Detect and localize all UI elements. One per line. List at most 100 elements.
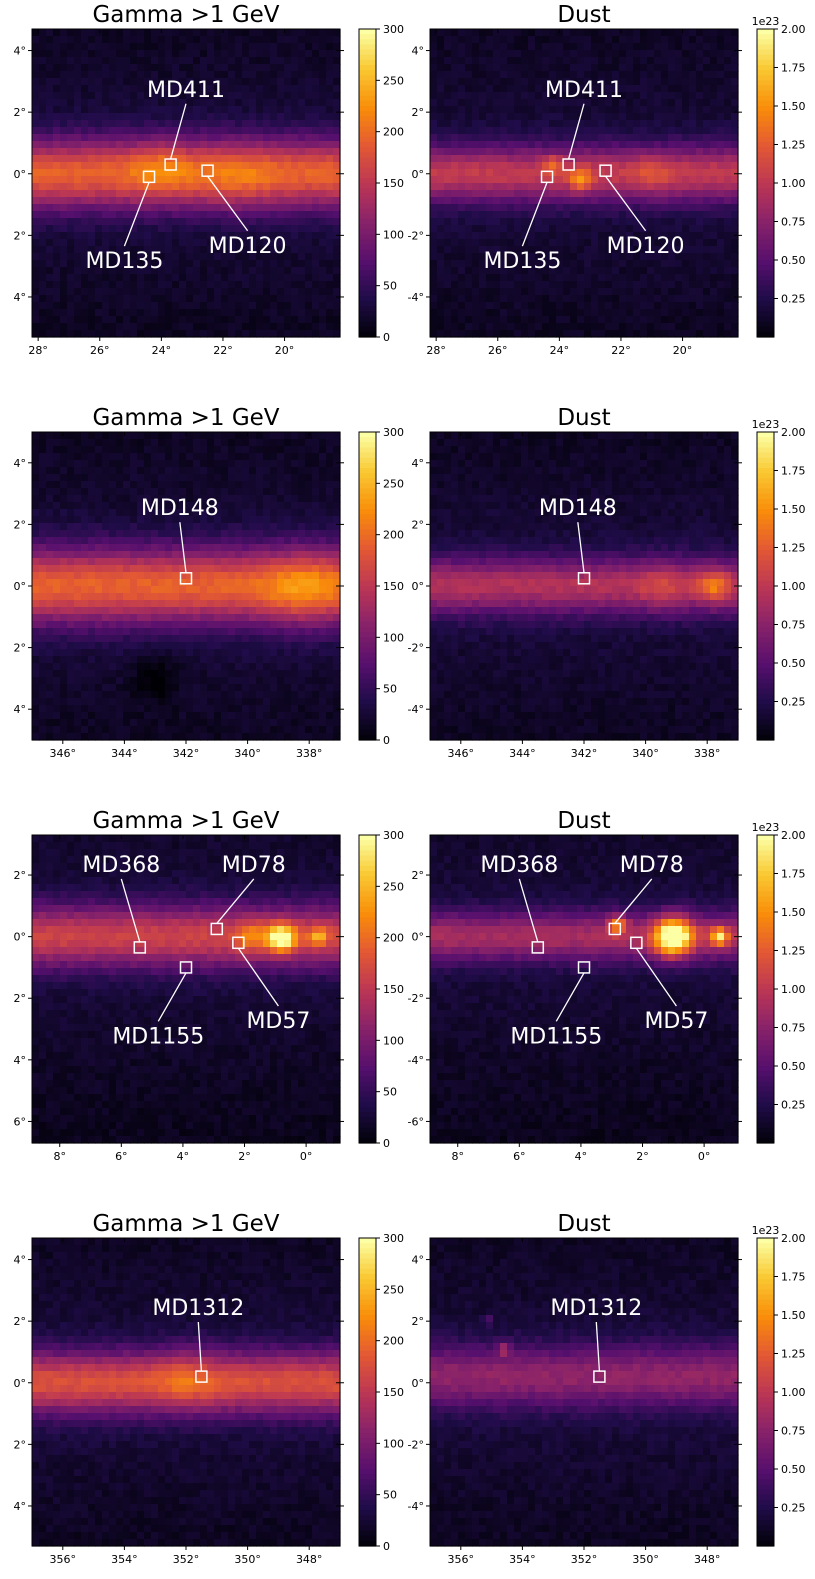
colorbar-tick-label: 1.25 (781, 1348, 806, 1361)
source-label: MD135 (483, 249, 561, 274)
axes-frame (31, 28, 341, 338)
x-tick-label: 20° (673, 344, 693, 357)
colorbar-tick-label: 0.50 (781, 1463, 806, 1476)
y-tick-label: 4° (14, 291, 27, 304)
colorbar-tick-label: 100 (383, 1034, 404, 1047)
colorbar: 0 50 100 150 200 250 300 (358, 426, 404, 747)
colorbar-tick-label: 250 (383, 880, 404, 893)
x-tick-label: 28° (426, 344, 446, 357)
y-tick-label: 2° (14, 869, 27, 882)
y-tick-label: 2° (412, 106, 425, 119)
colorbar-tick-label: 0.75 (781, 1022, 806, 1035)
colorbar-tick-label: 250 (383, 1283, 404, 1296)
y-tick-label: 4° (14, 1054, 27, 1067)
colorbar-offset-label: 1e23 (752, 1224, 780, 1237)
y-tick-label: 4° (14, 703, 27, 716)
x-tick-label: 342° (173, 747, 200, 760)
heatmap-image (430, 29, 739, 338)
x-tick-label: 338° (694, 747, 721, 760)
x-tick-label: 356° (50, 1553, 77, 1566)
colorbar-tick-label: 50 (383, 1086, 397, 1099)
panel-title: Dust (557, 1211, 610, 1237)
x-tick-label: 354° (111, 1553, 138, 1566)
source-label: MD411 (147, 78, 225, 103)
marker-leader-line (120, 878, 141, 943)
colorbar-tick-label: 0.75 (781, 619, 806, 632)
colorbar-tick-label: 0.75 (781, 1425, 806, 1438)
colorbar-tick-label: 1.75 (781, 1271, 806, 1284)
panel-dust-1: Dust 28° 26° 24° 22° 20° 4° 2° 0° -2° -4° MD411 MD13… (408, 2, 806, 357)
source-label: MD148 (539, 496, 617, 521)
source-label: MD148 (141, 496, 219, 521)
x-tick-label: 26° (488, 344, 508, 357)
colorbar-tick-label: 50 (383, 683, 397, 696)
panel-title: Dust (557, 405, 610, 431)
colorbar-tick-label: 1.75 (781, 465, 806, 478)
y-tick-label: 0° (412, 168, 425, 181)
colorbar-tick-label: 1.50 (781, 100, 806, 113)
y-tick-label: 4° (14, 1254, 27, 1267)
y-tick-label: 0° (412, 580, 425, 593)
x-tick-label: 26° (90, 344, 110, 357)
axes-frame (429, 834, 739, 1144)
marker-leader-line (216, 878, 255, 924)
axes-frame (429, 28, 739, 338)
heatmap-image (32, 1238, 341, 1547)
panel-title: Gamma >1 GeV (92, 405, 279, 431)
colorbar-tick-label: 0 (383, 331, 390, 344)
marker-leader-line (555, 972, 585, 1022)
colorbar-tick-label: 0 (383, 734, 390, 747)
marker-leader-line (635, 947, 677, 1007)
panel-dust-3: Dust 8° 6° 4° 2° 0° 2° 0° -2° -4° -6° MD368 MD78 MD57… (408, 808, 806, 1163)
source-label: MD1312 (550, 1296, 642, 1321)
y-tick-label: 2° (412, 1315, 425, 1328)
colorbar-tick-label: 2.00 (781, 1232, 806, 1245)
x-tick-label: 340° (632, 747, 659, 760)
panel-title: Dust (557, 808, 610, 834)
source-marker-box (179, 961, 193, 974)
marker-leader-line (207, 175, 249, 232)
x-tick-label: 28° (28, 344, 48, 357)
source-label: MD368 (480, 853, 558, 878)
source-marker-box (195, 1370, 208, 1383)
x-tick-label: 22° (611, 344, 631, 357)
source-label: MD1312 (152, 1296, 244, 1321)
colorbar: 0 50 100 150 200 250 300 (358, 1232, 404, 1553)
source-marker-box (630, 936, 643, 950)
y-tick-label: -6° (408, 1115, 424, 1128)
colorbar-tick-label: 150 (383, 580, 404, 593)
y-tick-label: 0° (14, 168, 27, 181)
marker-leader-line (521, 182, 548, 247)
source-marker-box (201, 164, 214, 177)
colorbar-tick-label: 150 (383, 177, 404, 190)
source-marker-box (562, 158, 575, 171)
colorbar-tick-label: 0 (383, 1137, 390, 1150)
colorbar-tick-label: 1.25 (781, 139, 806, 152)
source-label: MD368 (82, 853, 160, 878)
colorbar-tick-label: 1.00 (781, 580, 806, 593)
x-tick-label: 0° (300, 1150, 313, 1163)
source-label: MD57 (644, 1009, 708, 1034)
colorbar-tick-label: 0.50 (781, 254, 806, 267)
marker-leader-line (157, 972, 187, 1022)
panel-title: Dust (557, 2, 610, 28)
marker-leader-line (605, 175, 647, 232)
y-tick-label: 4° (14, 457, 27, 470)
y-tick-label: 2° (14, 992, 27, 1005)
panel-title: Gamma >1 GeV (92, 2, 279, 28)
colorbar-tick-label: 200 (383, 932, 404, 945)
x-tick-label: 8° (53, 1150, 66, 1163)
source-marker-box (577, 572, 591, 585)
y-tick-label: 4° (412, 457, 425, 470)
colorbar-tick-label: 2.00 (781, 23, 806, 36)
y-tick-label: 0° (14, 1377, 27, 1390)
x-tick-label: 344° (111, 747, 138, 760)
source-marker-box (599, 164, 612, 177)
source-marker-box (232, 936, 245, 950)
colorbar-offset-label: 1e23 (752, 15, 780, 28)
marker-leader-line (567, 103, 585, 160)
y-tick-label: -2° (408, 229, 424, 242)
colorbar-tick-label: 200 (383, 529, 404, 542)
y-tick-label: 4° (412, 1254, 425, 1267)
